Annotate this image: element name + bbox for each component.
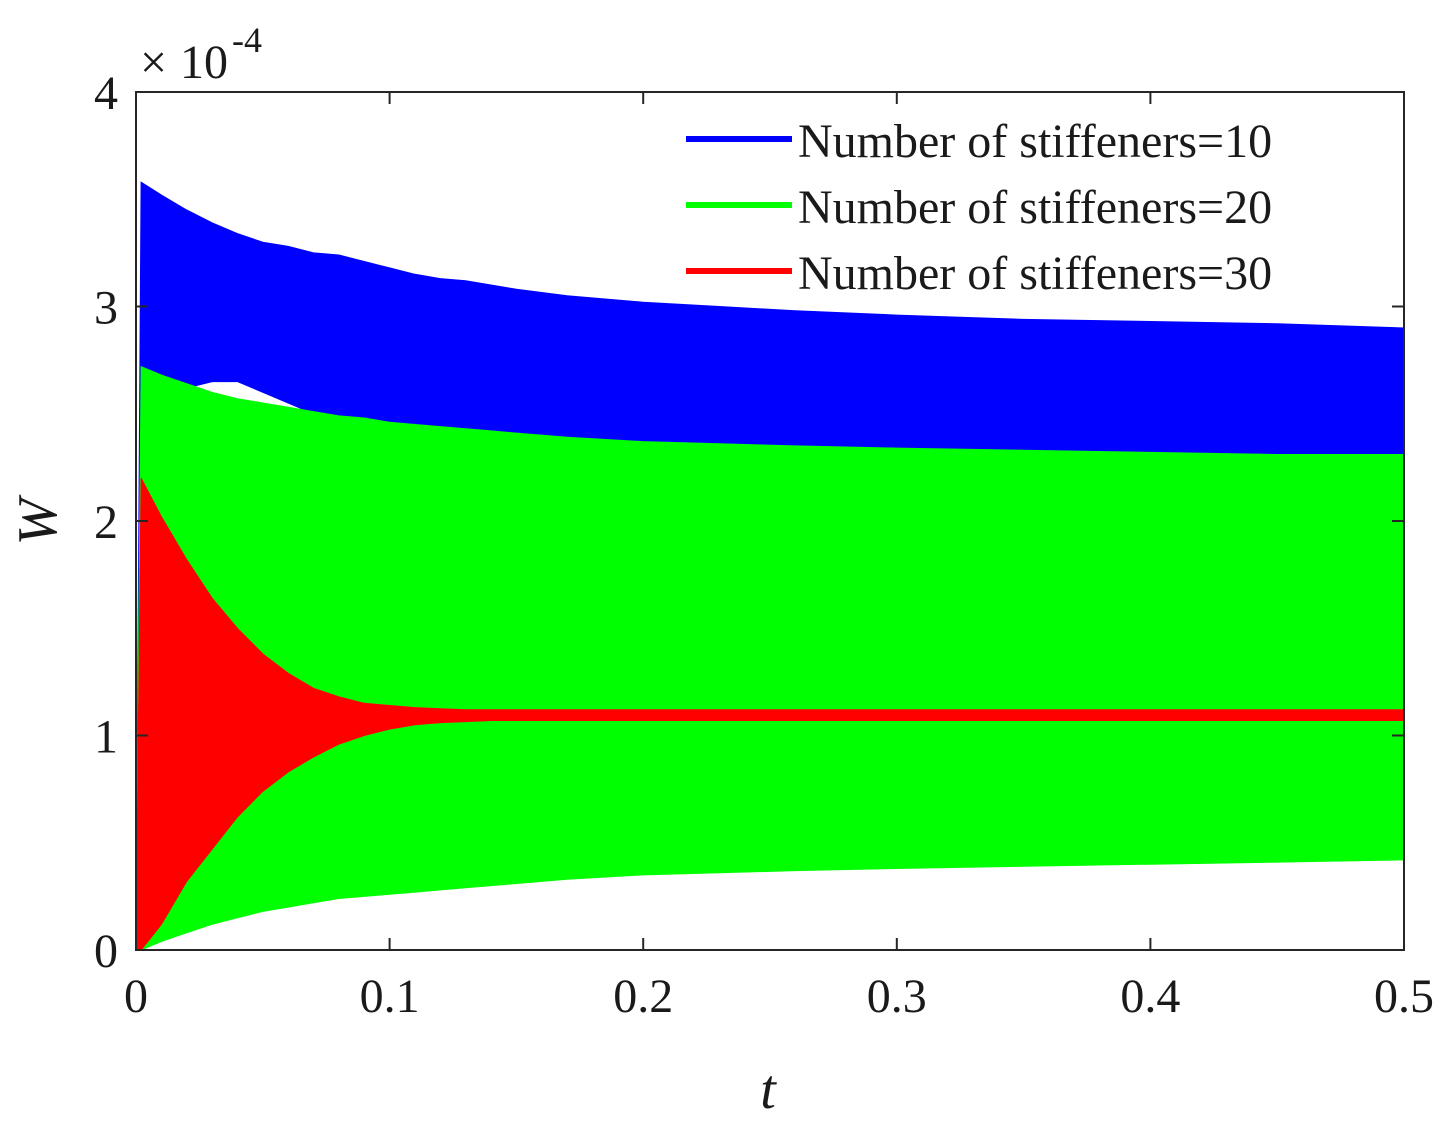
legend-label-20: Number of stiffeners=20	[798, 181, 1272, 234]
y-tick-label-1: 1	[94, 711, 118, 764]
y-scale-factor: × 10 -4	[140, 20, 262, 89]
legend-box	[672, 104, 1400, 300]
y-tick-label-2: 2	[94, 496, 118, 549]
legend-label-10: Number of stiffeners=10	[798, 115, 1272, 168]
y-tick-label-3: 3	[94, 282, 118, 335]
x-tick-label-2: 0.2	[613, 970, 673, 1023]
x-axis-label: t	[760, 1059, 777, 1121]
ticks: 0 0.1 0.2 0.3 0.4 0.5 0 1 2 3 4	[94, 67, 1434, 1023]
legend: Number of stiffeners=10 Number of stiffe…	[672, 104, 1400, 300]
x-tick-label-4: 0.4	[1120, 970, 1180, 1023]
series-band-2	[135, 365, 1405, 951]
y-scale-factor-base: 10	[180, 36, 228, 89]
y-scale-factor-exponent: -4	[232, 20, 262, 60]
x-tick-label-5: 0.5	[1374, 970, 1434, 1023]
y-tick-label-4: 4	[94, 67, 118, 120]
plot-area	[135, 181, 1405, 951]
y-axis-label: W	[7, 494, 69, 545]
x-tick-label-0: 0	[124, 970, 148, 1023]
legend-label-30: Number of stiffeners=30	[798, 247, 1272, 300]
y-scale-factor-times: ×	[140, 36, 167, 89]
x-tick-label-1: 0.1	[360, 970, 420, 1023]
y-tick-label-0: 0	[94, 925, 118, 978]
x-tick-label-3: 0.3	[867, 970, 927, 1023]
